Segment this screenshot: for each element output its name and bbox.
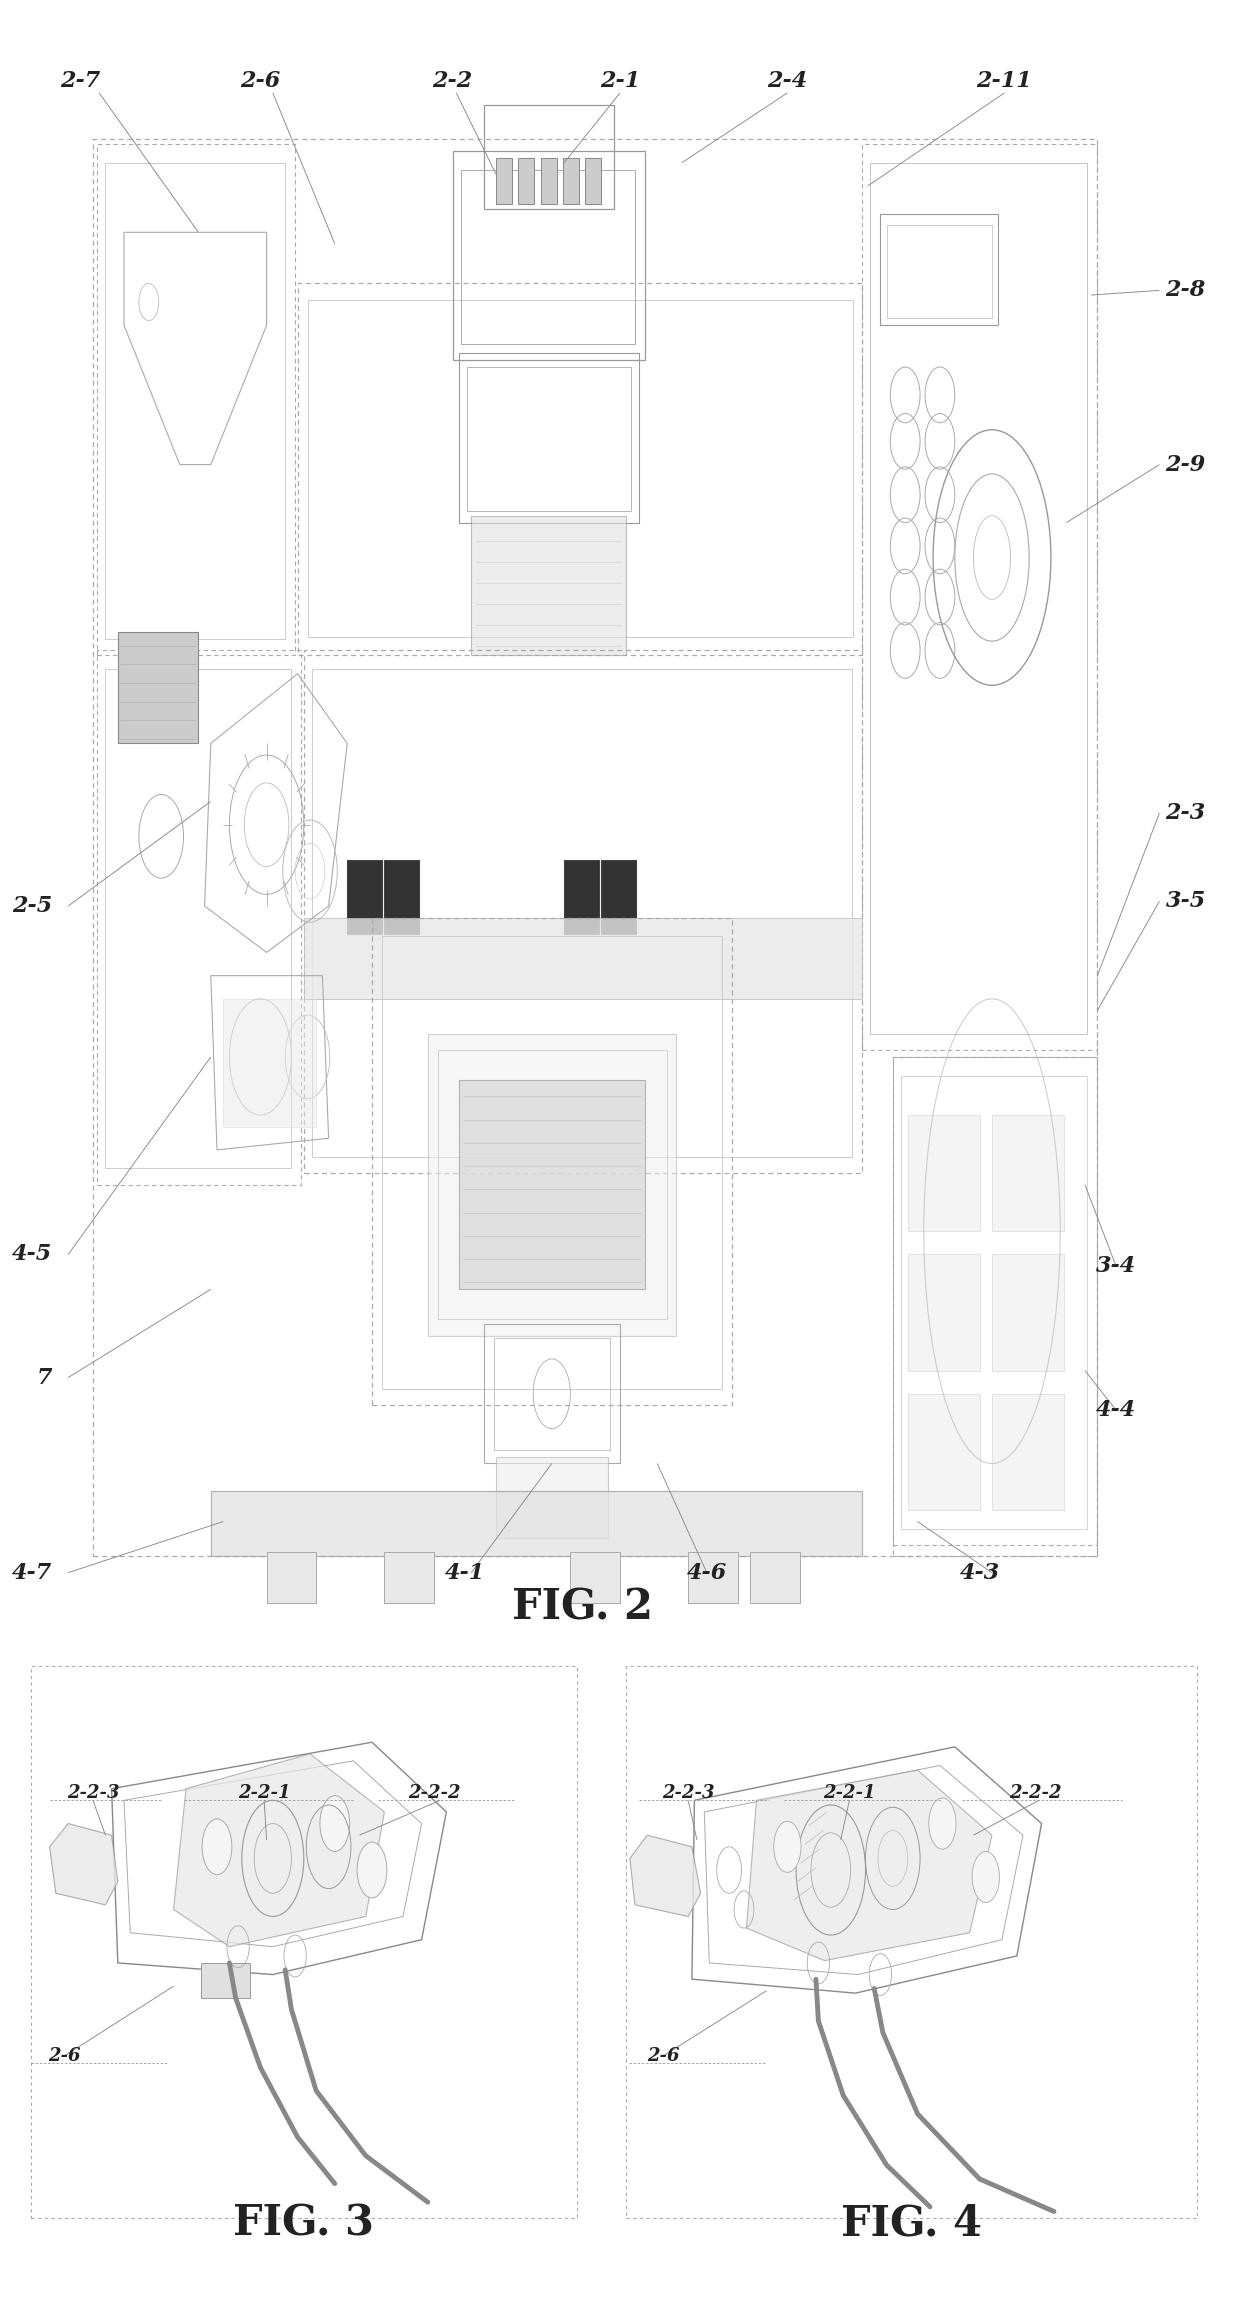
Polygon shape (630, 1835, 701, 1916)
Polygon shape (563, 158, 579, 204)
Text: 2-5: 2-5 (12, 894, 52, 918)
Text: 2-2-1: 2-2-1 (823, 1784, 875, 1803)
Text: 3-5: 3-5 (1166, 890, 1205, 913)
Polygon shape (750, 1552, 800, 1603)
Polygon shape (496, 158, 512, 204)
Text: 4-5: 4-5 (12, 1243, 52, 1266)
Polygon shape (518, 158, 534, 204)
Polygon shape (746, 1770, 992, 1961)
Text: 2-2-2: 2-2-2 (408, 1784, 460, 1803)
Circle shape (929, 1798, 956, 1849)
Polygon shape (384, 860, 419, 934)
Polygon shape (541, 158, 557, 204)
Polygon shape (459, 1080, 645, 1289)
Polygon shape (211, 1491, 862, 1556)
Text: 4-4: 4-4 (1096, 1398, 1136, 1422)
Text: 4-1: 4-1 (445, 1561, 485, 1584)
Polygon shape (347, 860, 382, 934)
Text: 2-2: 2-2 (433, 70, 472, 93)
Polygon shape (908, 1115, 980, 1231)
Text: 3-4: 3-4 (1096, 1254, 1136, 1278)
Polygon shape (267, 1552, 316, 1603)
Text: 2-1: 2-1 (600, 70, 640, 93)
Polygon shape (992, 1115, 1064, 1231)
Text: FIG. 2: FIG. 2 (512, 1587, 653, 1628)
Text: 4-3: 4-3 (960, 1561, 999, 1584)
Text: FIG. 3: FIG. 3 (233, 2202, 374, 2244)
Text: 2-2-3: 2-2-3 (67, 1784, 119, 1803)
Polygon shape (174, 1754, 384, 1947)
Polygon shape (908, 1254, 980, 1371)
Text: 2-11: 2-11 (977, 70, 1032, 93)
Polygon shape (384, 1552, 434, 1603)
Polygon shape (992, 1254, 1064, 1371)
Text: FIG. 4: FIG. 4 (841, 2202, 982, 2244)
Text: 2-9: 2-9 (1166, 453, 1205, 476)
Circle shape (972, 1851, 999, 1903)
Polygon shape (118, 632, 198, 743)
Text: 2-8: 2-8 (1166, 279, 1205, 302)
Polygon shape (564, 860, 599, 934)
Polygon shape (201, 1963, 250, 1998)
Circle shape (202, 1819, 232, 1875)
Polygon shape (570, 1552, 620, 1603)
Polygon shape (585, 158, 601, 204)
Polygon shape (601, 860, 636, 934)
Text: 4-6: 4-6 (687, 1561, 727, 1584)
Polygon shape (992, 1394, 1064, 1510)
Text: 2-6: 2-6 (647, 2047, 680, 2065)
Text: 2-7: 2-7 (61, 70, 100, 93)
Polygon shape (428, 1034, 676, 1336)
Text: 4-7: 4-7 (12, 1561, 52, 1584)
Text: 2-3: 2-3 (1166, 801, 1205, 825)
Circle shape (357, 1842, 387, 1898)
Polygon shape (908, 1394, 980, 1510)
Text: 2-6: 2-6 (48, 2047, 81, 2065)
Text: 2-2-2: 2-2-2 (1009, 1784, 1061, 1803)
Polygon shape (496, 1457, 608, 1538)
Polygon shape (471, 516, 626, 655)
Text: 2-2-1: 2-2-1 (238, 1784, 290, 1803)
Text: 2-4: 2-4 (768, 70, 807, 93)
Polygon shape (50, 1824, 118, 1905)
Text: 2-2-3: 2-2-3 (662, 1784, 714, 1803)
Polygon shape (223, 999, 316, 1127)
Polygon shape (304, 918, 862, 999)
Circle shape (774, 1821, 801, 1872)
Text: 2-6: 2-6 (241, 70, 280, 93)
Polygon shape (688, 1552, 738, 1603)
Text: 7: 7 (37, 1366, 52, 1389)
Circle shape (320, 1796, 350, 1851)
